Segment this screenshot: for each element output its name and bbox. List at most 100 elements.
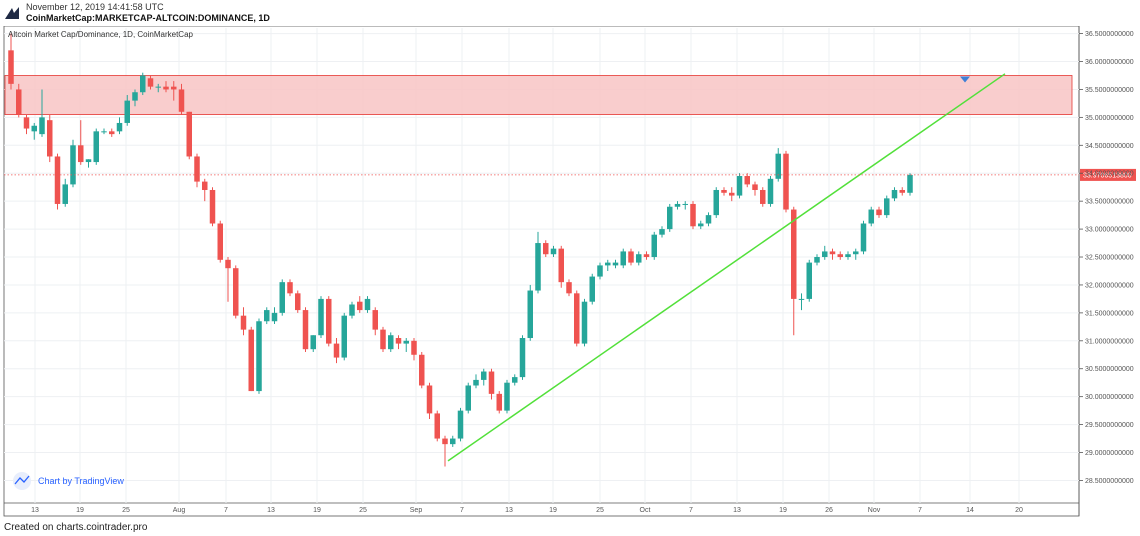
candle-body — [147, 78, 154, 87]
candle-body — [628, 251, 634, 263]
candle-body — [426, 385, 433, 414]
candle-body — [39, 117, 45, 135]
x-tick-label: 7 — [224, 507, 228, 514]
x-tick-label: Aug — [173, 507, 186, 514]
candle-body — [860, 223, 867, 252]
candle-body — [581, 301, 588, 344]
candle-body — [775, 153, 781, 179]
candle-body — [186, 111, 192, 157]
current-price-label: 33.9706513800 — [1083, 172, 1132, 179]
candle-body — [636, 254, 642, 263]
y-tick-label: 29.0000000000 — [1085, 450, 1134, 457]
timestamp: November 12, 2019 14:41:58 UTC — [26, 2, 164, 12]
candle-body — [8, 50, 14, 84]
y-tick-label: 32.5000000000 — [1085, 255, 1134, 262]
candle-body — [372, 310, 378, 330]
y-tick-label: 31.0000000000 — [1085, 338, 1134, 345]
y-tick-label: 33.5000000000 — [1085, 199, 1134, 206]
candle-body — [535, 243, 541, 291]
candle-body — [713, 189, 719, 216]
candle-body — [442, 438, 448, 445]
y-tick-label: 30.0000000000 — [1085, 394, 1134, 401]
candle-body — [674, 203, 681, 207]
candle-body — [798, 298, 805, 300]
cointrader-logo-icon — [4, 5, 20, 21]
x-tick-label: 19 — [313, 507, 321, 514]
candle-body — [829, 251, 836, 255]
x-tick-label: 25 — [122, 507, 130, 514]
price-axis-ticks: 36.5000000000 36.0000000000 35.5000000000 3… — [1079, 31, 1134, 485]
candle-body — [411, 340, 417, 355]
y-tick-label: 36.5000000000 — [1085, 31, 1134, 38]
candle-body — [791, 209, 797, 299]
candle-body — [612, 262, 619, 266]
candle-body — [101, 131, 107, 133]
candle-body — [16, 89, 22, 115]
candle-body — [388, 335, 394, 350]
x-tick-label: 19 — [549, 507, 557, 514]
candle-body — [488, 371, 495, 394]
candlestick-chart: 33.9706513800 36.5000000000 36.0000000000… — [3, 26, 1136, 517]
candle-body — [209, 189, 216, 224]
x-tick-label: 13 — [733, 507, 741, 514]
candle-body — [643, 254, 650, 258]
y-tick-label: 28.5000000000 — [1085, 478, 1134, 485]
candle-body — [744, 176, 750, 185]
tradingview-chart-icon — [14, 475, 30, 485]
x-tick-label: 20 — [1015, 507, 1023, 514]
candle-body — [721, 189, 727, 193]
x-tick-label: 13 — [31, 507, 39, 514]
candle-body — [620, 251, 626, 266]
candle-body — [682, 203, 688, 205]
y-tick-label: 32.0000000000 — [1085, 282, 1134, 289]
x-tick-label: 7 — [918, 507, 922, 514]
candle-body — [318, 298, 324, 336]
candle-body — [822, 251, 828, 258]
candle-body — [171, 86, 177, 90]
x-tick-label: 7 — [460, 507, 464, 514]
header-bar: November 12, 2019 14:41:58 UTC CoinMarke… — [0, 0, 1140, 26]
tradingview-label[interactable]: Chart by TradingView — [38, 476, 124, 486]
candle-body — [54, 156, 61, 204]
candle-body — [597, 265, 603, 277]
candle-body — [767, 178, 774, 204]
candle-body — [465, 385, 471, 411]
candle-body — [876, 209, 882, 216]
y-tick-label: 35.0000000000 — [1085, 115, 1134, 122]
candle-body — [295, 293, 301, 311]
candle-body — [698, 223, 704, 227]
chart-title: Altcoin Market Cap/Dominance, 1D, CoinMa… — [8, 30, 194, 39]
resistance-zone — [4, 75, 1073, 115]
candle-body — [558, 248, 564, 283]
candle-body — [450, 438, 456, 445]
candle-body — [349, 304, 355, 316]
y-tick-label: 34.5000000000 — [1085, 143, 1134, 150]
candle-body — [907, 174, 913, 193]
candle-body — [132, 92, 138, 101]
candle-body — [667, 206, 673, 230]
symbol-label: CoinMarketCap:MARKETCAP-ALTCOIN:DOMINANC… — [26, 13, 270, 23]
candle-body — [341, 315, 347, 358]
y-tick-label: 33.0000000000 — [1085, 227, 1134, 234]
y-tick-label: 35.5000000000 — [1085, 87, 1134, 94]
candle-body — [512, 377, 518, 383]
tradingview-watermark: Chart by TradingView — [13, 472, 124, 490]
candle-body — [473, 379, 479, 386]
candle-body — [837, 254, 843, 258]
candle-body — [240, 315, 247, 330]
candle-body — [403, 340, 409, 344]
candle-body — [899, 189, 905, 193]
candle-body — [395, 338, 402, 344]
candle-body — [589, 276, 595, 302]
x-tick-label: 26 — [825, 507, 833, 514]
candle-body — [496, 393, 502, 411]
candle-body — [690, 203, 696, 227]
candle-body — [302, 310, 309, 350]
candle-body — [85, 159, 92, 163]
candle-body — [364, 298, 371, 311]
x-tick-label: 14 — [966, 507, 974, 514]
candle-body — [527, 290, 533, 339]
y-tick-label: 31.5000000000 — [1085, 310, 1134, 317]
candle-body — [310, 335, 316, 350]
footer-credit: Created on charts.cointrader.pro — [4, 522, 148, 533]
